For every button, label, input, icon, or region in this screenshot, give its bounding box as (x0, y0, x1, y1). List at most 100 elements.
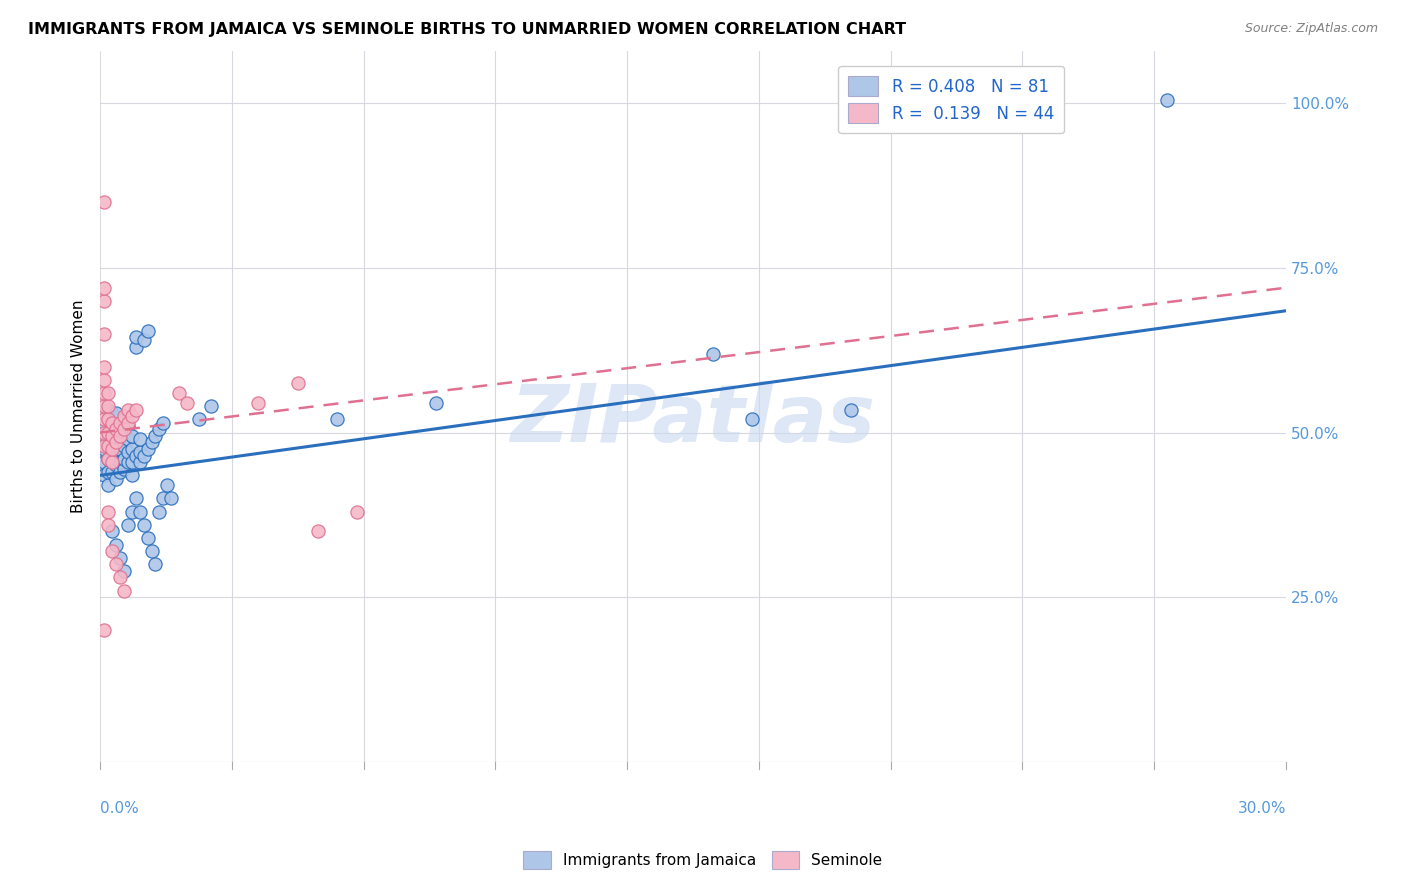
Point (97, 402, 120, 417)
Point (117, 445, 139, 459)
Point (101, 544, 124, 558)
Point (108, 570, 131, 584)
Point (1156, 93, 1178, 107)
Point (97, 425, 120, 440)
Point (112, 439, 135, 453)
Point (121, 468, 143, 483)
Point (101, 465, 124, 479)
Point (346, 505, 368, 519)
Point (112, 451, 135, 466)
Point (145, 429, 167, 443)
Text: ZIPatlas: ZIPatlas (510, 382, 876, 459)
Text: Source: ZipAtlas.com: Source: ZipAtlas.com (1244, 22, 1378, 36)
Point (93, 468, 115, 483)
Point (156, 478, 179, 492)
Point (97, 412, 120, 426)
Point (97, 505, 120, 519)
Point (136, 442, 159, 456)
Point (160, 491, 183, 506)
Point (200, 399, 222, 413)
Point (93, 439, 115, 453)
Point (93, 425, 115, 440)
Point (97, 517, 120, 532)
Text: 30.0%: 30.0% (1237, 801, 1286, 816)
Point (128, 432, 150, 446)
Text: IMMIGRANTS FROM JAMAICA VS SEMINOLE BIRTHS TO UNMARRIED WOMEN CORRELATION CHART: IMMIGRANTS FROM JAMAICA VS SEMINOLE BIRT… (28, 22, 907, 37)
Point (112, 462, 135, 476)
Point (125, 491, 148, 506)
Point (741, 412, 763, 426)
Point (141, 544, 163, 558)
Text: 0.0%: 0.0% (100, 801, 139, 816)
Point (152, 491, 174, 506)
Point (148, 505, 170, 519)
Point (112, 564, 135, 578)
Point (93, 281, 115, 295)
Point (112, 425, 135, 440)
Point (326, 412, 349, 426)
Point (97, 451, 120, 466)
Point (108, 442, 131, 456)
Legend: Immigrants from Jamaica, Seminole: Immigrants from Jamaica, Seminole (517, 845, 889, 875)
Point (136, 531, 159, 545)
Point (121, 505, 143, 519)
Point (97, 399, 120, 413)
Point (136, 324, 159, 338)
Point (104, 458, 127, 473)
Point (101, 432, 124, 446)
Point (152, 416, 174, 430)
Point (104, 406, 127, 420)
Point (117, 455, 139, 469)
Point (101, 524, 124, 539)
Point (117, 402, 139, 417)
Point (121, 409, 143, 423)
Point (93, 399, 115, 413)
Point (101, 445, 124, 459)
Point (93, 416, 115, 430)
Point (128, 445, 150, 459)
Point (104, 419, 127, 434)
Point (176, 396, 198, 410)
Point (104, 537, 127, 551)
Point (121, 442, 143, 456)
Point (117, 419, 139, 434)
Point (93, 359, 115, 374)
Point (425, 396, 447, 410)
Point (132, 517, 155, 532)
Point (93, 442, 115, 456)
Point (141, 435, 163, 450)
Point (117, 517, 139, 532)
Point (839, 402, 862, 417)
Point (97, 439, 120, 453)
Point (108, 550, 131, 565)
Point (108, 429, 131, 443)
Point (121, 455, 143, 469)
Point (132, 334, 155, 348)
Point (112, 583, 135, 598)
Point (101, 455, 124, 469)
Point (104, 445, 127, 459)
Point (108, 419, 131, 434)
Point (97, 451, 120, 466)
Point (101, 455, 124, 469)
Point (117, 432, 139, 446)
Point (93, 386, 115, 401)
Point (101, 406, 124, 420)
Point (93, 623, 115, 637)
Point (128, 455, 150, 469)
Point (97, 412, 120, 426)
Point (104, 429, 127, 443)
Point (167, 386, 190, 401)
Point (125, 340, 148, 354)
Point (112, 409, 135, 423)
Point (101, 416, 124, 430)
Point (247, 396, 270, 410)
Point (101, 419, 124, 434)
Point (97, 465, 120, 479)
Y-axis label: Births to Unmarried Women: Births to Unmarried Women (72, 300, 86, 513)
Point (93, 326, 115, 341)
Point (287, 376, 309, 391)
Point (104, 422, 127, 436)
Point (187, 412, 209, 426)
Point (108, 465, 131, 479)
